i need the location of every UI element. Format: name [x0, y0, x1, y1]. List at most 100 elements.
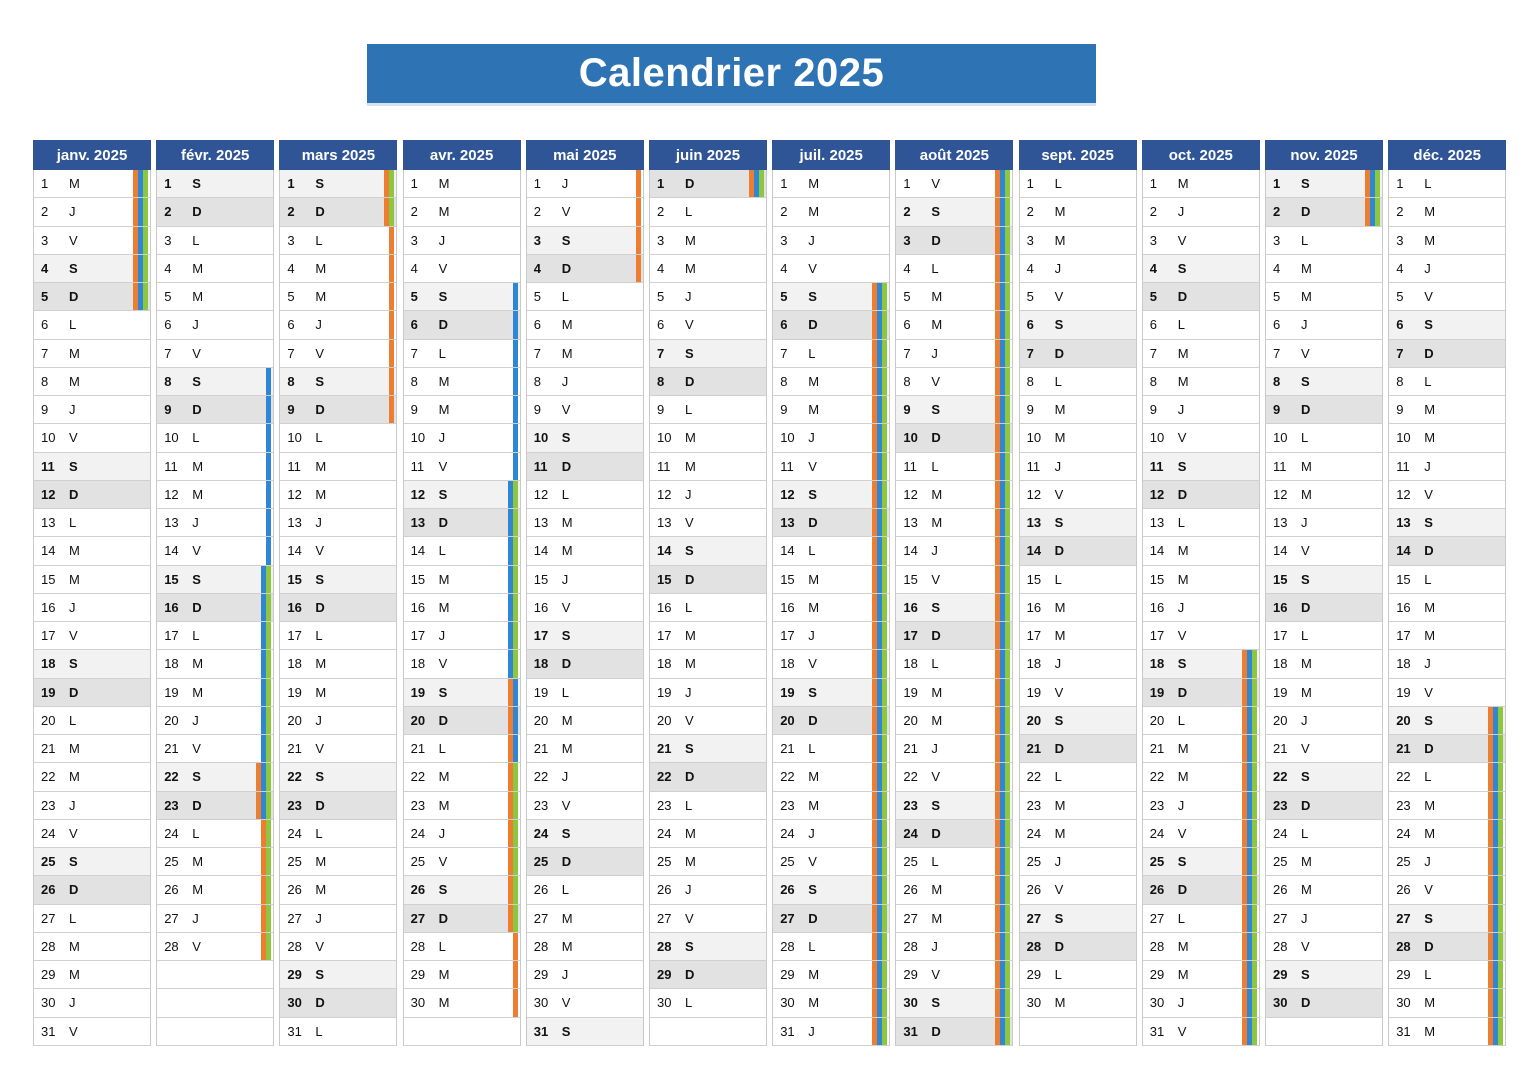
- vacation-bars: [1241, 904, 1257, 932]
- day-number: 7: [1273, 345, 1281, 361]
- day-number: 23: [1149, 797, 1165, 813]
- day-row: 27 M: [526, 904, 643, 933]
- day-row: 10 V: [34, 424, 150, 453]
- day-letter: D: [1301, 995, 1311, 1011]
- day-list: 1 L 2 M 3 M 4 J 5 V 6 S 7 D 8 L 9 M 10 M 11 J 12 V 13 S 14 D 15 L 16 M 1…: [1018, 170, 1137, 1046]
- vacation-bars: [261, 904, 272, 932]
- vacation-bars: [995, 791, 1011, 819]
- day-row: 17 D: [896, 622, 1013, 651]
- day-letter: M: [69, 345, 80, 361]
- day-number: 2: [1396, 204, 1404, 220]
- vacation-bars: [389, 339, 395, 367]
- day-number: 9: [41, 402, 49, 418]
- day-number: 16: [41, 599, 56, 615]
- day-row: 14 M: [34, 537, 150, 566]
- day-number: 8: [1026, 373, 1034, 389]
- day-letter: V: [1424, 882, 1433, 898]
- day-row: 22 V: [896, 763, 1013, 792]
- vacation-bars: [995, 876, 1011, 904]
- day-number: 5: [1396, 289, 1404, 305]
- vacation-zone-bar: [1005, 480, 1011, 508]
- vacation-bars: [872, 848, 888, 876]
- day-letter: L: [315, 430, 323, 446]
- day-letter: V: [69, 430, 78, 446]
- day-number: 2: [410, 204, 418, 220]
- day-row: 11 S: [1142, 452, 1259, 481]
- day-number: 9: [657, 402, 665, 418]
- day-letter: L: [1424, 176, 1432, 192]
- day-row: 15 J: [526, 565, 643, 594]
- vacation-zone-bar: [877, 819, 883, 847]
- day-number: 4: [780, 260, 788, 276]
- vacation-bars: [1488, 904, 1504, 932]
- day-letter: M: [1054, 995, 1066, 1011]
- day-number: 11: [287, 458, 301, 474]
- day-row: 13 D: [403, 509, 520, 538]
- day-number: 4: [1273, 260, 1281, 276]
- vacation-zone-bar: [1498, 989, 1504, 1017]
- day-letter: M: [685, 232, 696, 248]
- day-row: 14 V: [280, 537, 397, 566]
- vacation-zone-bar: [261, 904, 267, 932]
- day-number: 28: [410, 938, 426, 954]
- day-row: 16 M: [403, 593, 520, 622]
- day-letter: J: [931, 938, 938, 954]
- vacation-bars: [995, 622, 1011, 650]
- day-letter: D: [315, 995, 325, 1011]
- day-number: 5: [164, 289, 172, 305]
- day-number: 19: [164, 684, 179, 700]
- day-row: 15 D: [650, 565, 766, 594]
- day-number: 17: [1149, 628, 1165, 644]
- day-letter: S: [1177, 458, 1187, 474]
- vacation-zone-bar: [138, 170, 143, 198]
- day-letter: V: [1301, 938, 1310, 954]
- vacation-zone-bar: [1251, 678, 1257, 706]
- vacation-zone-bar: [754, 170, 759, 198]
- day-letter: J: [438, 825, 446, 841]
- vacation-zone-bar: [882, 367, 888, 395]
- day-letter: D: [1054, 938, 1064, 954]
- vacation-zone-bar: [1000, 339, 1006, 367]
- day-row: 27 V: [650, 904, 766, 933]
- vacation-zone-bar: [1488, 1017, 1494, 1045]
- vacation-zone-bar: [877, 706, 883, 734]
- day-number: 4: [164, 260, 172, 276]
- day-number: 27: [780, 910, 795, 926]
- vacation-bars: [133, 198, 148, 226]
- vacation-zone-bar: [1000, 650, 1006, 678]
- day-row: 13 S: [1389, 509, 1506, 538]
- day-row: 20 D: [403, 706, 520, 735]
- day-row: 20 S: [1389, 706, 1506, 735]
- day-letter: V: [1054, 684, 1064, 700]
- day-letter: L: [1054, 176, 1062, 192]
- day-number: 2: [1273, 204, 1281, 220]
- day-letter: D: [69, 882, 79, 898]
- day-number: 28: [533, 938, 549, 954]
- day-number: 30: [533, 995, 549, 1011]
- vacation-zone-bar: [1005, 424, 1011, 452]
- vacation-zone-bar: [1375, 170, 1380, 198]
- day-letter: J: [1424, 458, 1431, 474]
- vacation-bars: [507, 791, 518, 819]
- day-letter: D: [192, 204, 202, 220]
- vacation-zone-bar: [995, 396, 1001, 424]
- day-number: 30: [1396, 995, 1411, 1011]
- day-row: 12 J: [650, 480, 766, 509]
- day-number: 7: [780, 345, 788, 361]
- vacation-zone-bar: [1251, 904, 1257, 932]
- day-letter: J: [808, 628, 815, 644]
- day-letter: M: [1177, 373, 1189, 389]
- vacation-zone-bar: [1375, 198, 1380, 226]
- day-letter: S: [1054, 712, 1064, 728]
- vacation-zone-bar: [1251, 735, 1257, 763]
- day-number: 1: [1149, 176, 1158, 192]
- day-number: 19: [780, 684, 795, 700]
